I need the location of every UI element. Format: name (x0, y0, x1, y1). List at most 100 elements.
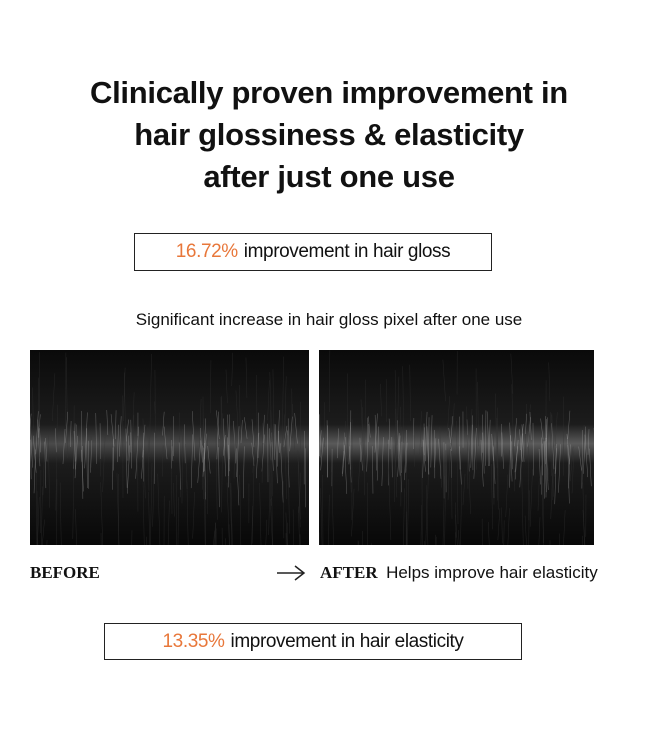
hair-strand (488, 522, 490, 545)
hair-strand (442, 359, 446, 402)
hair-strand (428, 417, 430, 475)
hair-strand (142, 418, 146, 499)
hair-strand (117, 424, 119, 463)
hair-strand (525, 413, 527, 434)
hair-strand (251, 419, 255, 448)
hair-strand (150, 462, 153, 545)
hair-strand (320, 488, 323, 545)
hair-strand (551, 414, 554, 497)
hair-strand (95, 413, 97, 464)
hair-strand (84, 412, 88, 469)
hair-strand (221, 413, 224, 513)
hair-strand (368, 416, 371, 438)
hair-strand (235, 390, 239, 440)
stat-text: improvement in hair gloss (243, 241, 451, 262)
hair-strand (372, 446, 374, 494)
hair-strand (75, 509, 77, 545)
hair-strand (62, 429, 66, 465)
hair-strand (380, 383, 382, 417)
hair-strand (262, 414, 265, 443)
hair-strand (422, 427, 425, 478)
hair-strand (45, 437, 48, 462)
hair-strand (81, 449, 84, 492)
hair-strand (259, 482, 262, 545)
hair-strand (37, 414, 41, 438)
hair-strand (485, 410, 487, 466)
hair-strand (177, 497, 179, 545)
hair-strand (563, 510, 566, 545)
hair-strand (540, 465, 544, 545)
stat-box: 13.35% improvement in hair elasticity (104, 623, 522, 660)
hair-strand (66, 357, 68, 458)
hair-strand (537, 478, 540, 511)
hair-strand (426, 485, 429, 545)
hair-strand (396, 420, 401, 476)
hair-strand (551, 423, 555, 470)
hair-strand (546, 424, 549, 482)
hair-strand (430, 415, 433, 468)
hair-strand (286, 522, 288, 545)
hair-strand (467, 434, 471, 514)
hair-strand (397, 435, 401, 477)
hair-strand (359, 437, 361, 462)
hair-strand (37, 419, 41, 467)
hair-strand (520, 423, 524, 451)
hair-strand (294, 413, 298, 444)
hair-strand (204, 433, 207, 460)
hair-strand (163, 426, 168, 460)
hair-strand (35, 411, 39, 455)
hair-strand (265, 519, 268, 545)
hair-strand (524, 515, 527, 545)
hair-strand (434, 438, 437, 468)
hair-strand (152, 451, 155, 527)
hair-strand (220, 397, 223, 458)
hair-strand (289, 416, 293, 452)
hair-strand (466, 406, 469, 489)
hair-strand (219, 395, 223, 456)
hair-strand (236, 426, 240, 478)
hair-strand (589, 448, 592, 487)
hair-strand (130, 419, 132, 469)
hair-strand (554, 444, 557, 474)
hair-strand (190, 434, 193, 489)
after-label: AFTER (320, 563, 378, 582)
hair-strand (242, 446, 245, 499)
hair-strand (261, 422, 264, 483)
hair-strand (218, 447, 220, 508)
stat-box: 16.72% improvement in hair gloss (134, 233, 492, 271)
hair-strand (578, 446, 582, 471)
hair-strand (462, 473, 466, 506)
hair-strand (492, 445, 496, 484)
hair-strand (229, 464, 233, 545)
hair-strand (545, 438, 547, 498)
hair-strand (344, 445, 348, 494)
hair-strand (374, 414, 377, 471)
hair-strand (86, 428, 88, 489)
hair-strand (186, 480, 189, 545)
hair-strand (581, 425, 585, 472)
hair-strand (221, 527, 223, 545)
hair-strand (567, 445, 570, 504)
hair-strand (507, 508, 510, 545)
hair-strand (455, 532, 457, 545)
hair-strand (540, 418, 544, 440)
hair-strand (213, 530, 215, 545)
hair-strand (357, 441, 362, 492)
hair-strand (202, 418, 205, 490)
hair-strand (521, 464, 524, 545)
hair-strand (521, 424, 525, 462)
hair-strand (179, 412, 181, 498)
hair-strand (245, 357, 248, 399)
hair-strand (424, 411, 428, 462)
hair-strand (469, 408, 473, 461)
hair-strand (419, 411, 422, 456)
hair-strand (538, 448, 541, 485)
hair-strand (270, 499, 273, 545)
hair-strand (90, 435, 92, 468)
hair-strand (342, 432, 345, 477)
hair-strand (367, 417, 369, 443)
hair-strand (548, 362, 551, 402)
hair-strand (566, 434, 570, 465)
hair-strand (244, 417, 248, 439)
hair-strand (366, 423, 369, 472)
